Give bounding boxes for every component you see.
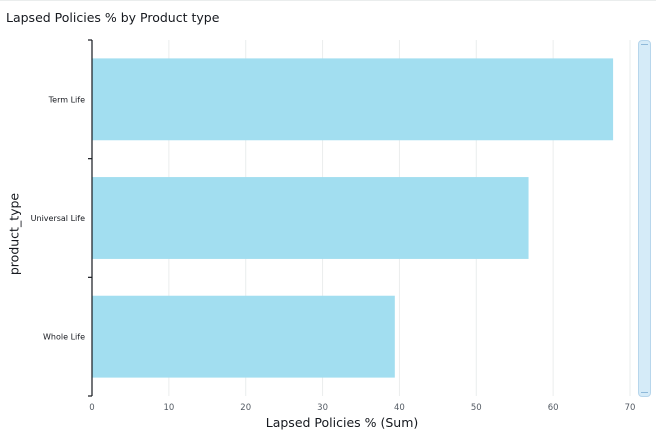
scrollbar-top-grip bbox=[641, 44, 648, 45]
y-category-label: Whole Life bbox=[43, 333, 85, 342]
x-tick-label: 0 bbox=[89, 403, 94, 413]
x-tick-label: 30 bbox=[317, 403, 328, 413]
x-tick-label: 50 bbox=[471, 403, 482, 413]
y-category-label: Term Life bbox=[48, 95, 85, 104]
scrollbar-bottom-grip bbox=[641, 392, 648, 393]
x-tick-label: 10 bbox=[163, 403, 174, 413]
x-tick-label: 60 bbox=[548, 403, 559, 413]
bar[interactable] bbox=[92, 58, 614, 141]
chart-title: Lapsed Policies % by Product type bbox=[6, 10, 220, 25]
bar[interactable] bbox=[92, 177, 529, 259]
y-axis-title: product_type bbox=[6, 192, 22, 276]
bars bbox=[92, 58, 614, 378]
y-category-label: Universal Life bbox=[31, 214, 85, 223]
x-tick-label: 40 bbox=[394, 403, 405, 413]
vertical-scrollbar[interactable] bbox=[638, 40, 651, 397]
top-divider bbox=[0, 0, 656, 1]
bar[interactable] bbox=[92, 295, 395, 378]
x-tick-label: 20 bbox=[240, 403, 251, 413]
axis-labels: 0 10 20 30 40 50 60 70 Term Life Universal Life Wh… bbox=[31, 95, 636, 413]
x-tick-label: 70 bbox=[625, 403, 636, 413]
axes bbox=[88, 39, 93, 397]
x-axis-title: Lapsed Policies % (Sum) bbox=[265, 415, 419, 430]
